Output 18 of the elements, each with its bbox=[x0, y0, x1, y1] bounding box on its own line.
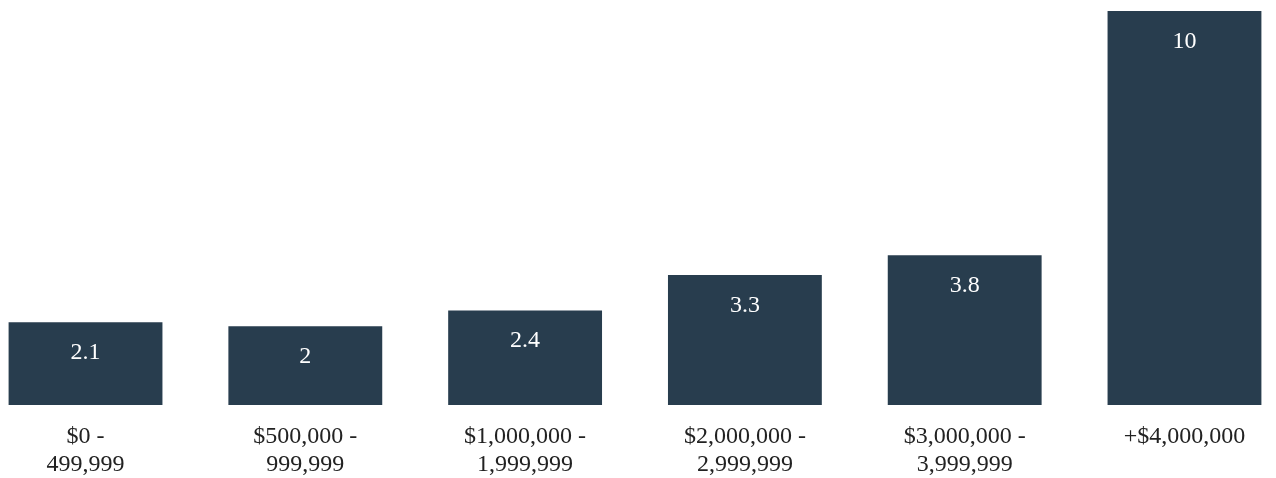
bar bbox=[448, 310, 603, 405]
data-label: 2 bbox=[299, 342, 312, 369]
data-label: 3.3 bbox=[729, 290, 760, 317]
data-label: 2.4 bbox=[510, 326, 541, 353]
x-tick-label: $1,000,000 - 1,999,999 bbox=[464, 421, 587, 476]
bar bbox=[8, 322, 163, 405]
bar bbox=[1107, 11, 1262, 405]
x-tick-label: $2,000,000 - 2,999,999 bbox=[683, 421, 806, 476]
bar bbox=[887, 255, 1042, 405]
x-tick-label: +$4,000,000 bbox=[1123, 421, 1246, 448]
data-label: 10 bbox=[1172, 27, 1197, 53]
bar bbox=[228, 326, 383, 405]
x-tick-label: $0 - 499,999 bbox=[46, 421, 125, 476]
bar bbox=[667, 274, 822, 405]
x-tick-label: $500,000 - 999,999 bbox=[253, 421, 358, 476]
x-tick-label: $3,000,000 - 3,999,999 bbox=[903, 421, 1026, 476]
data-label: 2.1 bbox=[70, 338, 101, 365]
data-label: 3.8 bbox=[949, 271, 980, 298]
